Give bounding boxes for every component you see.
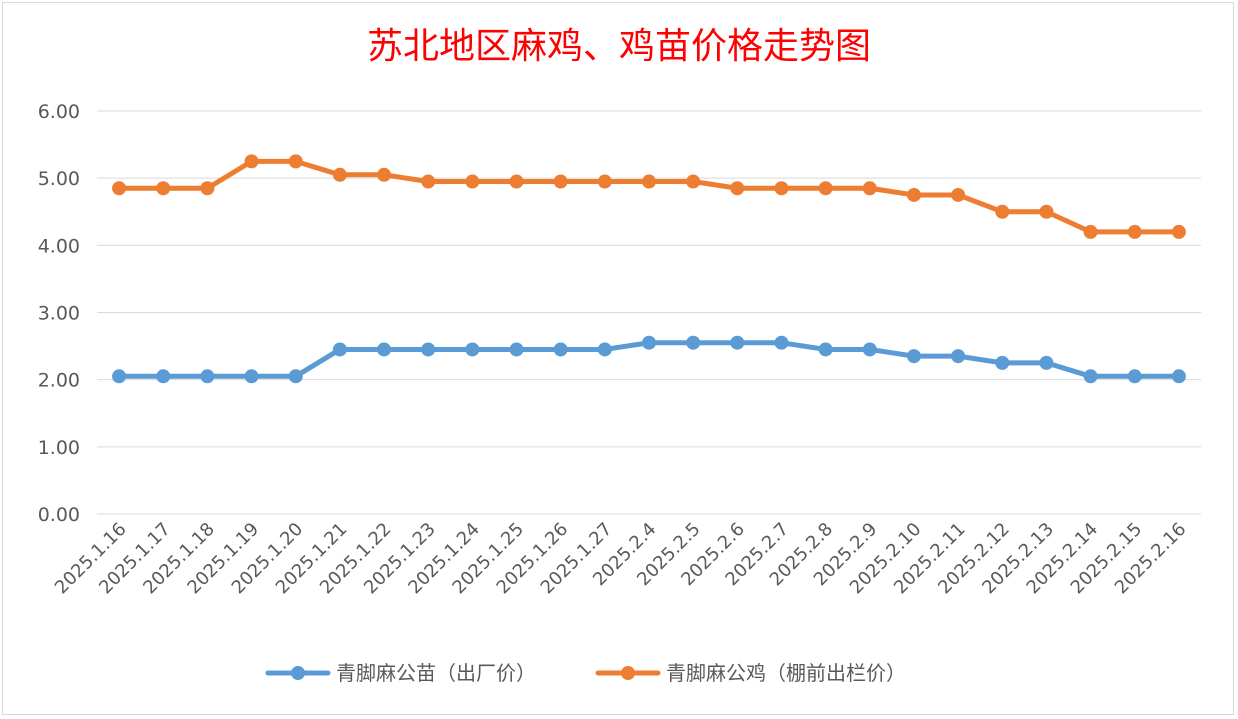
- legend-item: 青脚麻公苗（出厂价）: [265, 661, 536, 685]
- series-layer: [112, 154, 1186, 384]
- legend-swatch-marker: [621, 666, 635, 680]
- data-point: [642, 174, 656, 189]
- y-tick-label: 3.00: [38, 303, 80, 325]
- data-point: [951, 187, 966, 202]
- data-point: [818, 181, 833, 196]
- data-point: [156, 369, 171, 384]
- data-point: [774, 335, 789, 350]
- data-point: [288, 369, 303, 384]
- data-point: [553, 174, 568, 189]
- data-point: [686, 335, 701, 350]
- x-axis-ticks: 2025.1.162025.1.172025.1.182025.1.192025…: [51, 519, 1190, 599]
- legend-swatch-marker: [291, 666, 305, 680]
- y-tick-label: 6.00: [38, 101, 80, 123]
- legend-label: 青脚麻公苗（出厂价）: [336, 661, 536, 685]
- y-tick-label: 5.00: [38, 168, 80, 190]
- data-point: [200, 369, 215, 384]
- data-point: [906, 349, 921, 364]
- data-point: [421, 342, 436, 357]
- data-point: [332, 342, 347, 357]
- data-point: [1127, 369, 1142, 384]
- data-point: [156, 181, 171, 196]
- data-point: [332, 167, 347, 182]
- data-point: [377, 167, 392, 182]
- legend: 青脚麻公苗（出厂价） 青脚麻公鸡（棚前出栏价）: [265, 661, 906, 685]
- data-point: [597, 174, 612, 189]
- data-point: [1083, 369, 1098, 384]
- y-tick-label: 4.00: [38, 235, 80, 257]
- y-axis-ticks: 0.00 1.00 2.00 3.00 4.00 5.00 6.00: [38, 101, 80, 526]
- data-point: [465, 342, 480, 357]
- chart-title: 苏北地区麻鸡、鸡苗价格走势图: [367, 26, 871, 67]
- data-point: [509, 174, 524, 189]
- data-point: [1127, 224, 1142, 239]
- data-point: [1039, 204, 1054, 219]
- data-point: [553, 342, 568, 357]
- data-point: [730, 181, 745, 196]
- data-point: [818, 342, 833, 357]
- series-line: [116, 158, 1182, 235]
- data-point: [730, 335, 745, 350]
- legend-label: 青脚麻公鸡（棚前出栏价）: [666, 661, 906, 685]
- data-point: [1039, 355, 1054, 370]
- data-point: [642, 335, 656, 350]
- data-point: [377, 342, 392, 357]
- data-point: [1171, 369, 1186, 384]
- data-point: [862, 181, 877, 196]
- data-point: [244, 154, 259, 169]
- data-point: [995, 204, 1010, 219]
- data-point: [862, 342, 877, 357]
- data-point: [1083, 224, 1098, 239]
- y-tick-label: 1.00: [38, 437, 80, 459]
- y-tick-label: 0.00: [38, 504, 80, 526]
- data-point: [421, 174, 436, 189]
- data-point: [686, 174, 701, 189]
- data-point: [597, 342, 612, 357]
- data-point: [774, 181, 789, 196]
- data-point: [465, 174, 480, 189]
- y-tick-label: 2.00: [38, 370, 80, 392]
- legend-item: 青脚麻公鸡（棚前出栏价）: [595, 661, 906, 685]
- data-point: [1171, 224, 1186, 239]
- data-point: [112, 181, 127, 196]
- data-point: [995, 355, 1010, 370]
- grid-layer: [97, 110, 1201, 515]
- data-point: [200, 181, 215, 196]
- data-point: [509, 342, 524, 357]
- data-point: [951, 349, 966, 364]
- data-point: [906, 187, 921, 202]
- series-1: [112, 335, 1186, 384]
- data-point: [288, 154, 303, 169]
- data-point: [112, 369, 127, 384]
- series-2: [112, 154, 1186, 239]
- data-point: [244, 369, 259, 384]
